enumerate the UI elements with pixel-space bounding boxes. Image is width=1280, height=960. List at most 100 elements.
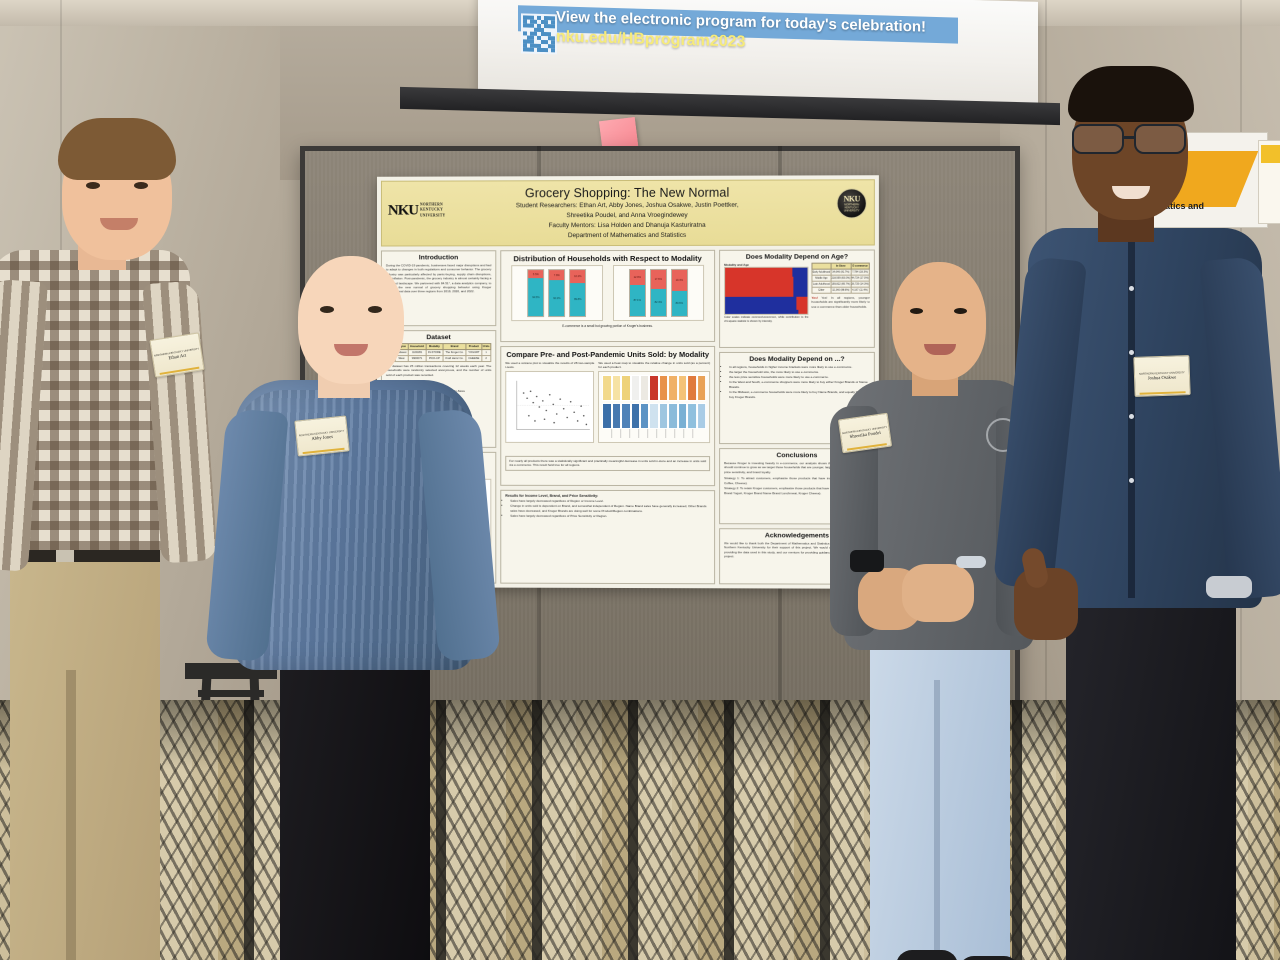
heatmap-cell [602, 402, 612, 429]
bar-segment-ecommerce: 10.2% [570, 270, 586, 283]
name-badge-shreetika: NORTHERN KENTUCKY UNIVERSITY Shreetika P… [837, 412, 893, 454]
volcano-note: We used a volcano plot to visualize the … [505, 361, 595, 370]
person-head [298, 256, 404, 384]
heatmap-cell [687, 374, 697, 401]
person-eye-right [134, 182, 148, 189]
heatmap-cell [668, 374, 678, 401]
modality-age-cell: Elder [811, 287, 831, 294]
person-eye-right [368, 306, 382, 313]
wristwatch [850, 550, 884, 572]
mosaic-row [725, 296, 808, 310]
person-smile [924, 344, 956, 355]
person-eye-left [86, 182, 100, 189]
distribution-chart-midwest: 5.5% 94.5% 7.8% 92.2% 10.2% 89.8% [511, 265, 603, 322]
background-poster-secondary [1258, 140, 1280, 224]
shirt-button [1129, 478, 1134, 483]
badge-accent-bar [1139, 390, 1186, 395]
mosaic-panel: Modality and Age [724, 263, 809, 324]
stacked-bar: 7.8% 92.2% [548, 269, 566, 318]
person-eye-left [910, 308, 923, 314]
section-distribution-heading: Distribution of Households with Respect … [513, 253, 702, 264]
section-results-income: Results for Income Level, Brand, and Pri… [500, 489, 716, 585]
poster-title: Grocery Shopping: The New Normal [524, 185, 730, 201]
person-legs [10, 560, 160, 960]
heatmap-cell [649, 374, 659, 401]
nku-seal-icon: NKU NORTHERN KENTUCKY UNIVERSITY [836, 188, 867, 219]
section-compare-modality: Compare Pre- and Post-Pandemic Units Sol… [500, 345, 716, 487]
glasses-bridge [1122, 136, 1136, 139]
mosaic-cell [725, 267, 793, 278]
mosaic-row [725, 277, 808, 297]
nku-logo-mark: NKU [387, 202, 419, 219]
person-eye-left [320, 306, 334, 313]
section-distribution-caption: E-commerce is a small but growing portio… [562, 323, 653, 329]
person-hand-right [902, 564, 974, 622]
nku-seal-words: NORTHERN KENTUCKY UNIVERSITY [843, 203, 860, 213]
mosaic-cell [792, 267, 808, 278]
heatmap-panel: We used a heat map to visualize the rela… [598, 361, 711, 453]
mosaic-cell [798, 309, 808, 315]
volcano-panel: We used a volcano plot to visualize the … [505, 361, 595, 453]
person-joshua-osakwe: NORTHERN KENTUCKY UNIVERSITY Joshua Osak… [992, 28, 1280, 960]
poster-mentors: Faculty Mentors: Lisa Holden and Dhanuja… [548, 221, 706, 230]
mosaic-row [725, 267, 808, 278]
stacked-bar: 12.9% 87.1% [628, 268, 646, 317]
stacked-bar: 10.2% 89.8% [569, 269, 587, 318]
nku-logo: NKU NORTHERN KENTUCKY UNIVERSITY [388, 197, 454, 223]
section-results-income-list: Sales have largely decreased regardless … [505, 499, 710, 519]
heatmap-row-ecommerce [602, 374, 707, 401]
heatmap-cell [696, 402, 707, 429]
person-belt [8, 546, 160, 562]
poster-column-middle: Distribution of Households with Respect … [500, 249, 716, 585]
shirt-button [1129, 414, 1134, 419]
bracelet [956, 556, 986, 568]
bar-segment-ecommerce: 7.8% [549, 270, 565, 281]
mosaic-cell [725, 309, 799, 315]
bar-segment-ecommerce: 12.9% [629, 269, 645, 285]
bar-segment-instore: 82.4% [650, 288, 666, 316]
bar-segment-ecommerce: 5.5% [528, 270, 544, 279]
mosaic-cell [725, 296, 796, 310]
heatmap-chart [598, 370, 711, 443]
person-legs [1066, 588, 1236, 960]
heatmap-cell [602, 374, 612, 401]
bar-segment-instore: 94.5% [528, 278, 544, 317]
heatmap-cell [658, 402, 669, 429]
easel-crossbar [198, 690, 264, 697]
person-smile [100, 218, 138, 230]
background-poster-text: matics and [1157, 201, 1205, 211]
badge-name: Ethan Art [168, 352, 187, 361]
mosaic-cell [795, 296, 808, 310]
section-compare-modality-heading: Compare Pre- and Post-Pandemic Units Sol… [506, 349, 710, 360]
person-shoe-right [958, 956, 1020, 960]
stacked-bar: 19.4% 80.6% [670, 268, 688, 317]
name-badge-abby: NORTHERN KENTUCKY UNIVERSITY Abby Jones [294, 415, 350, 457]
heatmap-cell [677, 374, 688, 401]
bar-segment-instore: 92.2% [549, 280, 565, 317]
mosaic-row [725, 309, 808, 315]
shirt-button [1129, 350, 1134, 355]
poster-title-block: Grocery Shopping: The New Normal Student… [470, 185, 785, 240]
heatmap-cell [677, 402, 688, 429]
glasses-lens-left [1072, 124, 1124, 154]
person-leg-seam [934, 680, 940, 960]
heatmap-cell [687, 402, 697, 429]
heatmap-row-instore [602, 402, 707, 429]
heatmap-cell [611, 374, 622, 401]
stacked-bar: 5.5% 94.5% [527, 269, 545, 318]
distribution-chart-west: 12.9% 87.1% 17.6% 82.4% 19.4% 80.6% [612, 264, 705, 322]
name-badge-ethan: NORTHERN KENTUCKY UNIVERSITY Ethan Art [149, 332, 205, 378]
person-abby-jones: NORTHERN KENTUCKY UNIVERSITY Abby Jones [205, 240, 506, 960]
volcano-plot-svg [507, 375, 594, 439]
section-distribution: Distribution of Households with Respect … [500, 249, 716, 343]
heatmap-cell [696, 374, 707, 401]
heatmap-cell [640, 402, 650, 429]
name-badge-joshua: NORTHERN KENTUCKY UNIVERSITY Joshua Osak… [1133, 355, 1191, 397]
wristwatch [1206, 576, 1252, 598]
poster-students-line2: Shreetika Poudel, and Anna Vroegindewey [566, 211, 688, 220]
stacked-bar: 17.6% 82.4% [649, 268, 667, 317]
heatmap-cell [611, 402, 622, 429]
heatmap-axis [612, 428, 693, 438]
person-eye-right [954, 308, 967, 314]
